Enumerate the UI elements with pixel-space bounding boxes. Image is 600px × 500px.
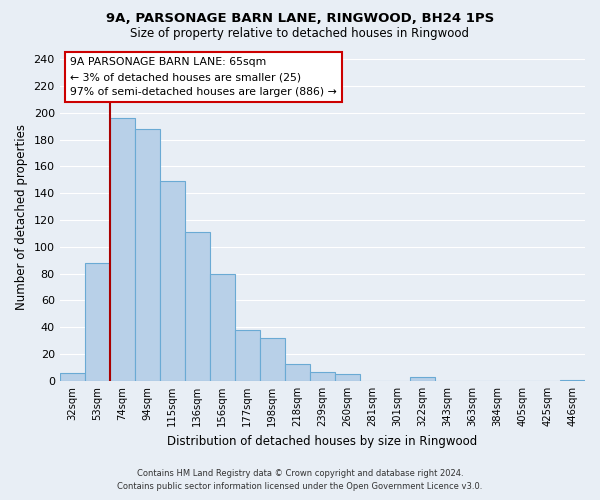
Bar bbox=[110, 118, 135, 381]
X-axis label: Distribution of detached houses by size in Ringwood: Distribution of detached houses by size … bbox=[167, 434, 478, 448]
Text: Size of property relative to detached houses in Ringwood: Size of property relative to detached ho… bbox=[131, 28, 470, 40]
Bar bbox=[560, 380, 585, 381]
Bar bbox=[85, 263, 110, 381]
Bar bbox=[160, 181, 185, 381]
Bar bbox=[59, 373, 85, 381]
Bar bbox=[185, 232, 210, 381]
Text: 9A, PARSONAGE BARN LANE, RINGWOOD, BH24 1PS: 9A, PARSONAGE BARN LANE, RINGWOOD, BH24 … bbox=[106, 12, 494, 26]
Y-axis label: Number of detached properties: Number of detached properties bbox=[15, 124, 28, 310]
Bar bbox=[260, 338, 285, 381]
Bar bbox=[135, 129, 160, 381]
Bar bbox=[285, 364, 310, 381]
Bar bbox=[335, 374, 360, 381]
Bar bbox=[210, 274, 235, 381]
Bar bbox=[310, 372, 335, 381]
Bar bbox=[235, 330, 260, 381]
Text: Contains HM Land Registry data © Crown copyright and database right 2024.
Contai: Contains HM Land Registry data © Crown c… bbox=[118, 469, 482, 491]
Bar bbox=[410, 377, 435, 381]
Text: 9A PARSONAGE BARN LANE: 65sqm
← 3% of detached houses are smaller (25)
97% of se: 9A PARSONAGE BARN LANE: 65sqm ← 3% of de… bbox=[70, 58, 337, 97]
